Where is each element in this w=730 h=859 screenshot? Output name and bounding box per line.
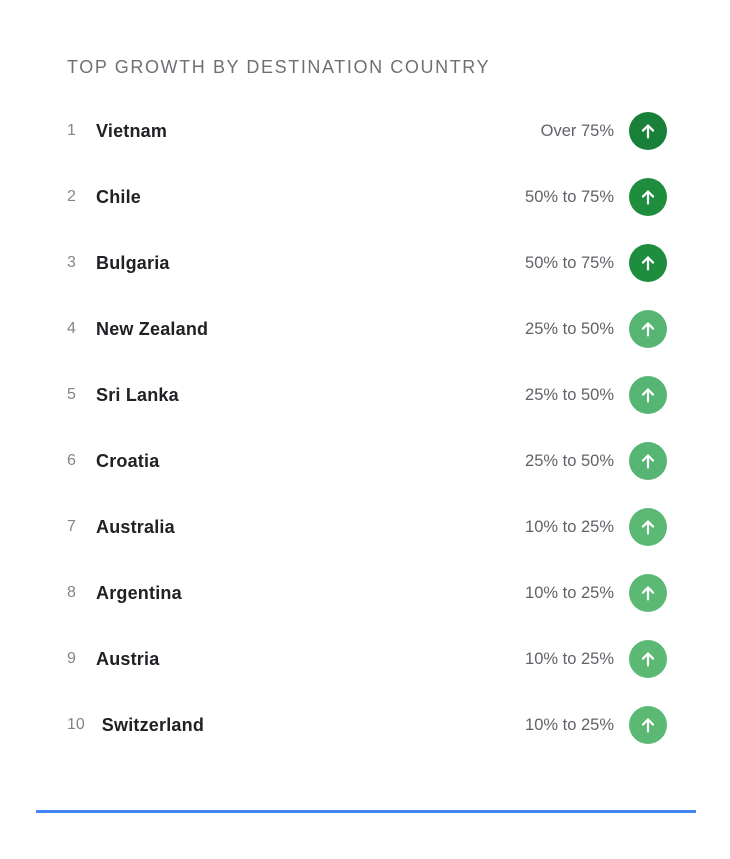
- rank-number: 7: [67, 518, 76, 535]
- country-name: Vietnam: [96, 120, 168, 141]
- top-growth-panel: TOP GROWTH BY DESTINATION COUNTRY 1 Viet…: [67, 0, 667, 758]
- list-item: 10 Switzerland 10% to 25%: [67, 692, 667, 758]
- up-arrow-icon: [629, 706, 667, 744]
- country-name: Australia: [96, 516, 175, 537]
- rank-number: 8: [67, 584, 76, 601]
- rank-number: 1: [67, 122, 76, 139]
- country-name: Sri Lanka: [96, 384, 179, 405]
- country-name: Chile: [96, 186, 142, 207]
- rank-number: 9: [67, 650, 76, 667]
- list-item: 9 Austria 10% to 25%: [67, 626, 667, 692]
- growth-range-label: Over 75%: [540, 121, 614, 140]
- growth-range-label: 10% to 25%: [525, 715, 614, 734]
- up-arrow-icon: [629, 640, 667, 678]
- up-arrow-icon: [629, 244, 667, 282]
- rank-number: 10: [67, 716, 85, 733]
- country-name: Croatia: [96, 450, 160, 471]
- growth-range-label: 10% to 25%: [525, 649, 614, 668]
- up-arrow-icon: [629, 376, 667, 414]
- list-item: 8 Argentina 10% to 25%: [67, 560, 667, 626]
- rank-number: 2: [67, 188, 76, 205]
- up-arrow-icon: [629, 442, 667, 480]
- country-name: Switzerland: [101, 714, 205, 735]
- up-arrow-icon: [629, 112, 667, 150]
- country-name: New Zealand: [96, 318, 209, 339]
- growth-range-label: 50% to 75%: [525, 187, 614, 206]
- country-name: Bulgaria: [96, 252, 170, 273]
- up-arrow-icon: [629, 178, 667, 216]
- page-title: TOP GROWTH BY DESTINATION COUNTRY: [67, 57, 491, 77]
- rank-number: 3: [67, 254, 76, 271]
- up-arrow-icon: [629, 574, 667, 612]
- up-arrow-icon: [629, 310, 667, 348]
- growth-range-label: 25% to 50%: [525, 451, 614, 470]
- growth-range-label: 10% to 25%: [525, 517, 614, 536]
- list-item: 1 Vietnam Over 75%: [67, 98, 667, 164]
- rank-number: 5: [67, 386, 76, 403]
- list-item: 6 Croatia 25% to 50%: [67, 428, 667, 494]
- list-item: 4 New Zealand 25% to 50%: [67, 296, 667, 362]
- growth-range-label: 10% to 25%: [525, 583, 614, 602]
- bottom-indicator-line: [36, 810, 696, 813]
- country-list: 1 Vietnam Over 75% 2 Chile 50% to 75% 3 …: [67, 98, 667, 758]
- up-arrow-icon: [629, 508, 667, 546]
- growth-range-label: 50% to 75%: [525, 253, 614, 272]
- rank-number: 4: [67, 320, 76, 337]
- list-item: 5 Sri Lanka 25% to 50%: [67, 362, 667, 428]
- growth-range-label: 25% to 50%: [525, 385, 614, 404]
- list-item: 3 Bulgaria 50% to 75%: [67, 230, 667, 296]
- growth-range-label: 25% to 50%: [525, 319, 614, 338]
- rank-number: 6: [67, 452, 76, 469]
- list-item: 7 Australia 10% to 25%: [67, 494, 667, 560]
- country-name: Austria: [96, 648, 160, 669]
- list-item: 2 Chile 50% to 75%: [67, 164, 667, 230]
- country-name: Argentina: [96, 582, 182, 603]
